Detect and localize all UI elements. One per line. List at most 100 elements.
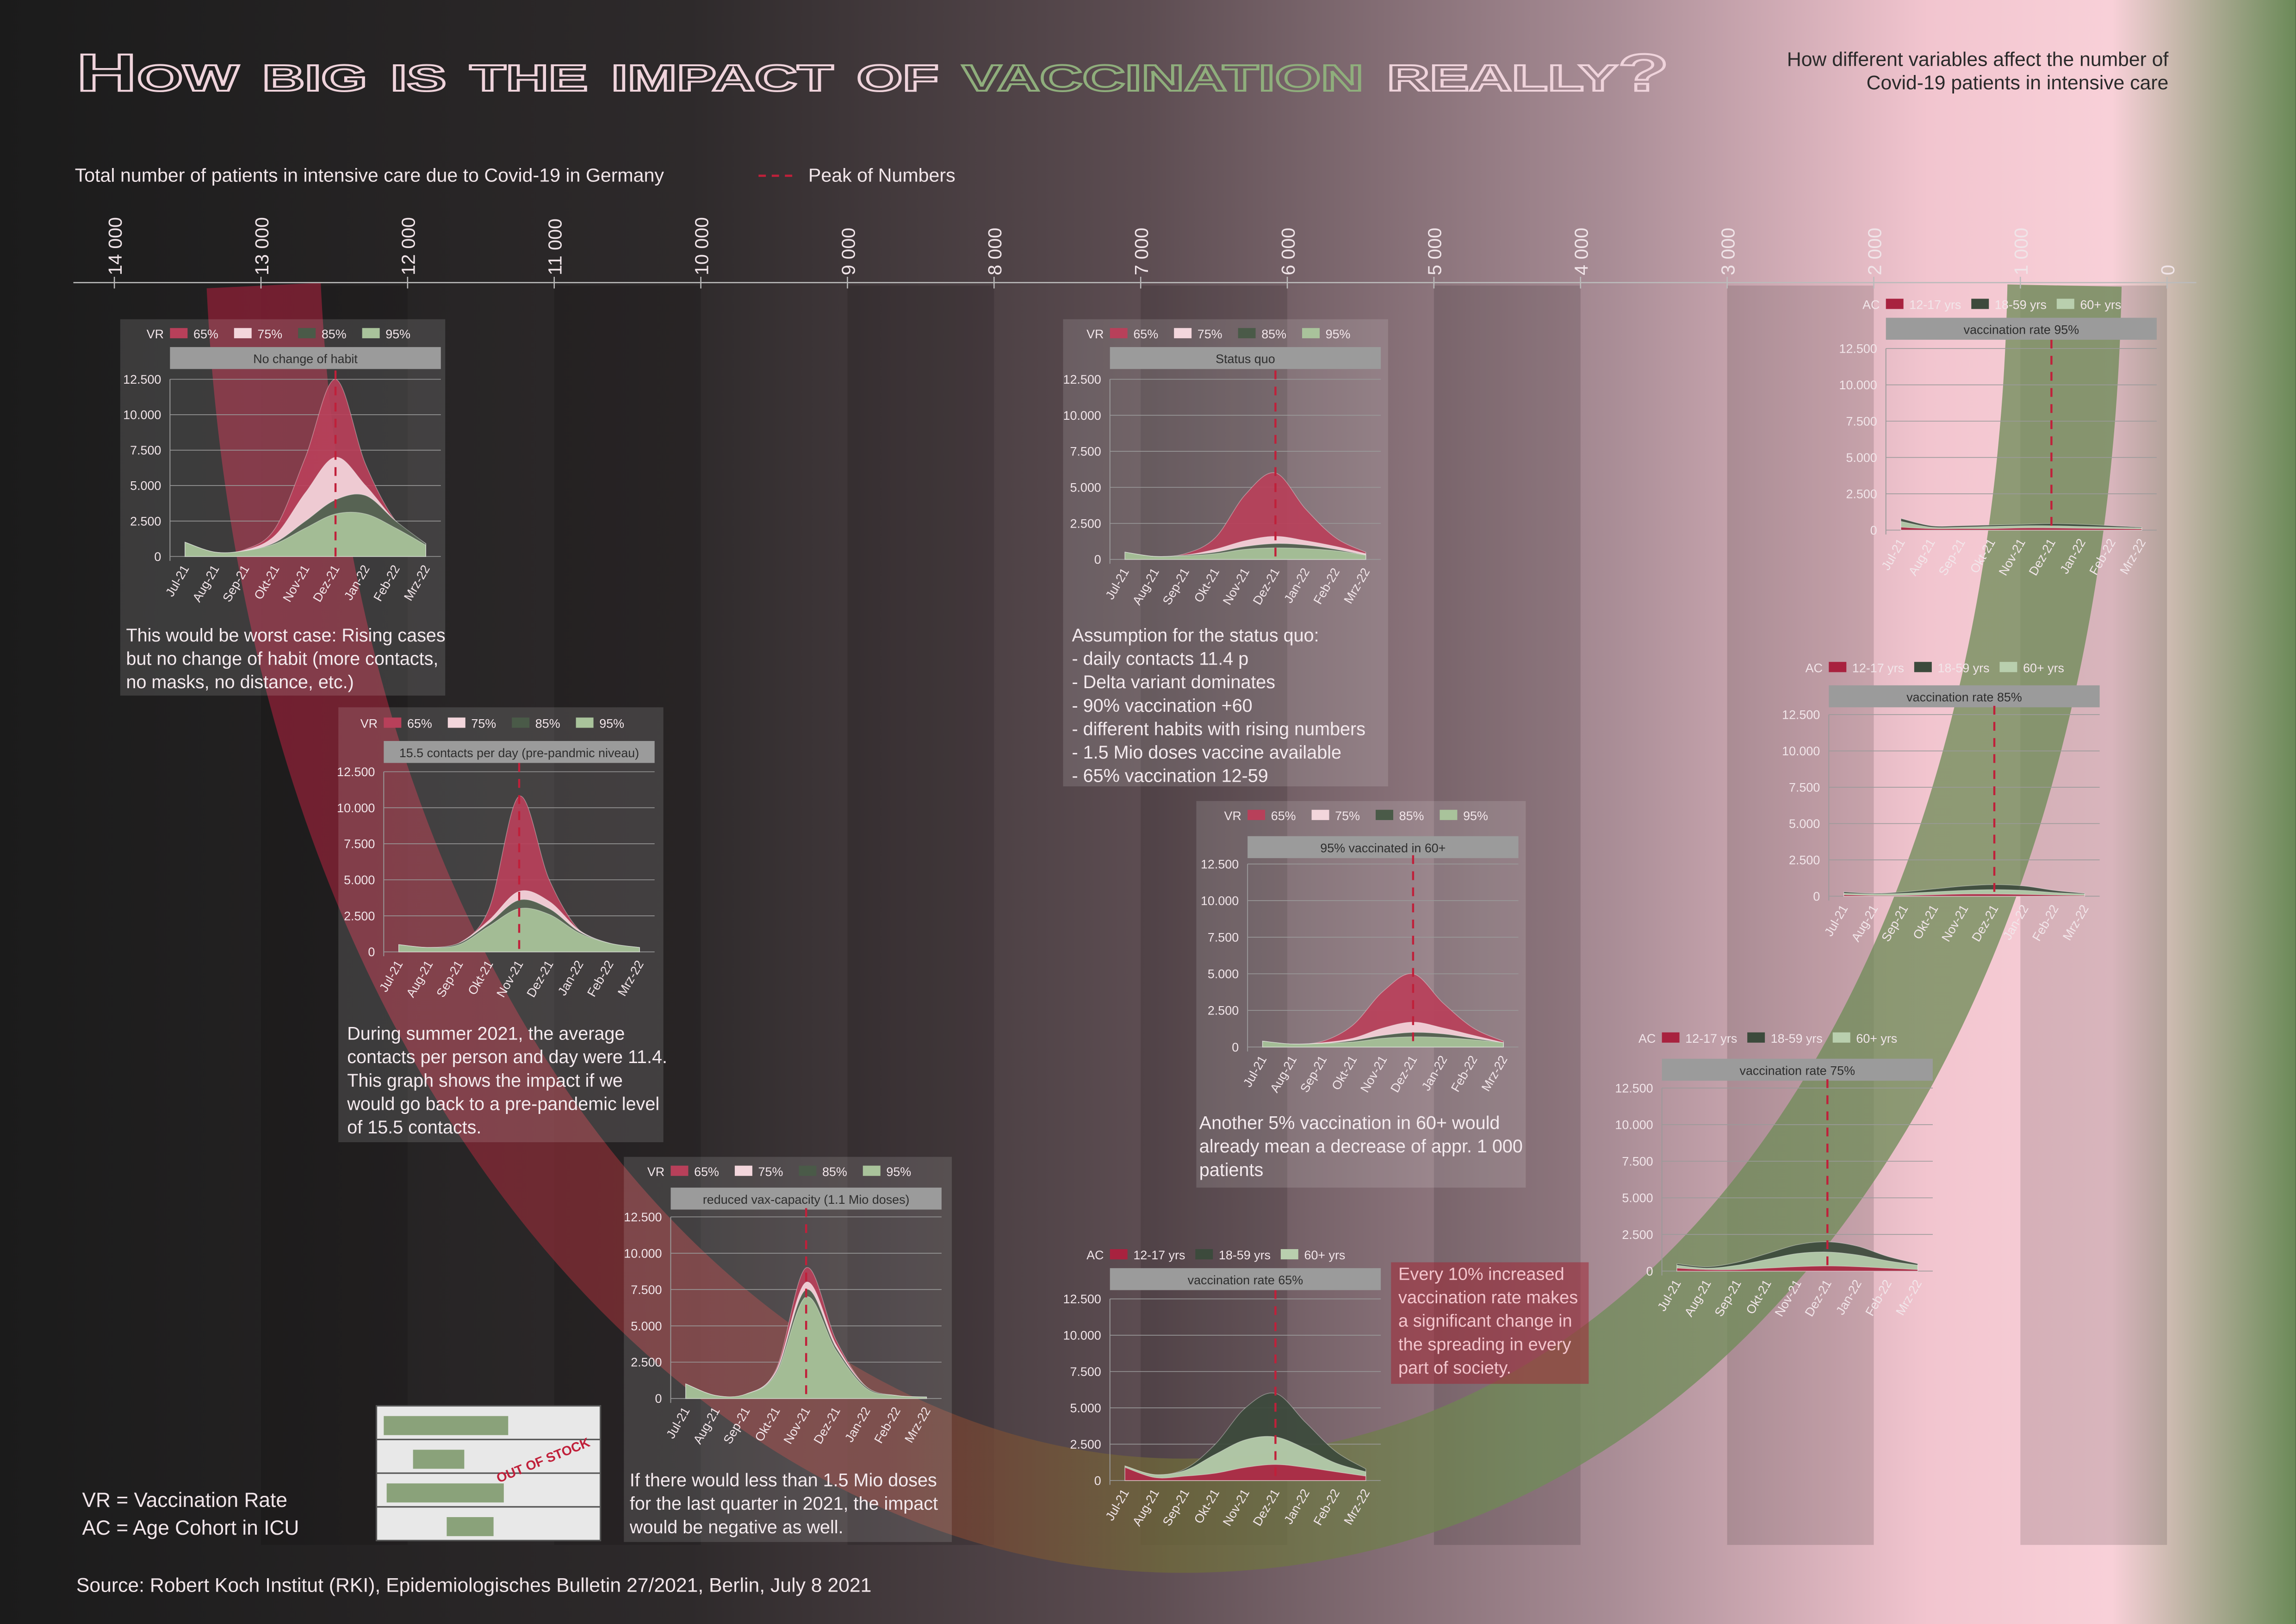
legend-swatch [1662,1032,1680,1043]
area [1262,1036,1504,1048]
legend-swatch [1832,1032,1850,1043]
y-tick-label: 12.500 [1063,1292,1101,1306]
note: - 65% vaccination 12-59 [1072,766,1268,786]
chart-title: vaccination rate 75% [1740,1064,1855,1077]
legend-swatch [670,1165,689,1176]
legend-title: AC [1086,1248,1104,1262]
y-tick-label: 7.500 [130,443,161,457]
y-tick-label: 12.500 [1839,342,1877,356]
legend-label: 75% [1335,809,1360,823]
legend-label: 65% [1271,809,1296,823]
x-tick-label: 5 000 [1424,228,1446,275]
legend-label: 65% [694,1165,719,1179]
legend-label: 85% [322,327,347,341]
y-tick-label: 0 [1870,523,1877,537]
legend-label: 85% [822,1165,847,1179]
y-tick-label: 5.000 [1070,1401,1101,1415]
legend-swatch [1247,809,1266,820]
y-tick-label: 10.000 [1063,409,1101,423]
shelf-goods [384,1416,509,1435]
y-tick-label: 12.500 [1063,373,1101,386]
chart-title: reduced vax-capacity (1.1 Mio doses) [703,1193,910,1207]
legend-label: 95% [1463,809,1488,823]
chart-title-bar [670,1188,942,1210]
legend-swatch [2056,299,2074,309]
legend-label: 12-17 yrs [1909,298,1961,312]
legend-label: 12-17 yrs [1685,1032,1737,1045]
x-tick-label: 3 000 [1717,228,1738,275]
y-tick-label: 10.000 [624,1246,662,1260]
legend-swatch [1440,809,1458,820]
y-tick-label: 2.500 [1789,853,1820,867]
legend-swatch [1829,662,1847,672]
trend-band [206,283,2122,1573]
source: Source: Robert Koch Institut (RKI), Epid… [76,1574,872,1596]
area [1843,893,2085,897]
y-tick-label: 7.500 [1208,931,1239,945]
chart-title-bar [170,347,441,369]
chart-title-bar [1110,1268,1381,1290]
y-tick-label: 5.000 [344,873,375,887]
title: How big is the impact of vaccination rea… [76,44,1669,102]
legend-swatch [447,717,465,728]
x-tick-label: 11 000 [545,218,566,275]
note: would be negative as well. [629,1517,844,1537]
note: already mean a decrease of appr. 1 000 [1199,1136,1523,1157]
legend-swatch [1311,809,1329,820]
y-tick-label: 7.500 [344,837,375,851]
note: Every 10% increased [1398,1264,1564,1284]
note: the spreading in every [1398,1335,1571,1354]
y-tick-label: 5.000 [1070,481,1101,495]
title-highlight: vaccination [962,44,1364,102]
y-tick-label: 0 [1813,890,1820,903]
note: If there would less than 1.5 Mio doses [630,1470,937,1491]
legend-title: VR [360,717,378,731]
y-tick-label: 0 [1094,553,1101,566]
x-tick-label: 7 000 [1131,228,1152,275]
chart-title-bar [1829,685,2100,708]
y-tick-label: 0 [1232,1040,1239,1054]
legend-swatch [384,717,402,728]
y-tick-label: 10.000 [337,801,375,815]
stripe [847,286,994,1545]
y-tick-label: 0 [154,550,161,564]
legend-label: 75% [257,327,282,341]
y-tick-label: 7.500 [1070,445,1101,459]
legend-swatch [1174,328,1192,338]
legend-swatch [1195,1249,1213,1260]
legend-swatch [1110,1249,1128,1260]
legend-swatch [234,328,252,338]
legend-title: VR [1224,809,1241,823]
y-tick-label: 12.500 [624,1210,662,1224]
y-tick-label: 2.500 [1622,1228,1653,1242]
subtitle: How different variables affect the numbe… [1787,48,2169,70]
legend-label: 85% [1399,809,1424,823]
chart-title-bar [1886,317,2157,340]
legend-label: 95% [599,717,624,731]
area [1124,547,1366,560]
legend-label: 18-59 yrs [1995,298,2047,312]
y-tick-label: 2.500 [130,514,161,528]
shelf-goods [413,1450,465,1469]
y-tick-label: 0 [1094,1474,1101,1487]
note: - different habits with rising numbers [1072,719,1365,739]
note: This graph shows the impact if we [347,1070,623,1091]
shelf-goods [447,1517,494,1537]
legend-label: 18-59 yrs [1938,661,1990,675]
panel [120,319,446,696]
legend-label: 85% [1261,327,1286,341]
abbreviation: AC = Age Cohort in ICU [82,1517,299,1539]
y-tick-label: 5.000 [1789,817,1820,831]
legend-swatch [1747,1032,1765,1043]
y-tick-label: 2.500 [344,909,375,923]
note: - 90% vaccination +60 [1072,696,1252,716]
axis-title: Total number of patients in intensive ca… [75,164,664,186]
area [1900,521,2142,531]
abbreviation: VR = Vaccination Rate [82,1489,287,1512]
note: but no change of habit (more contacts, [126,649,438,669]
x-tick-label: 2 000 [1864,228,1885,275]
note: Another 5% vaccination in 60+ would [1199,1113,1500,1133]
note: - daily contacts 11.4 p [1072,649,1248,669]
